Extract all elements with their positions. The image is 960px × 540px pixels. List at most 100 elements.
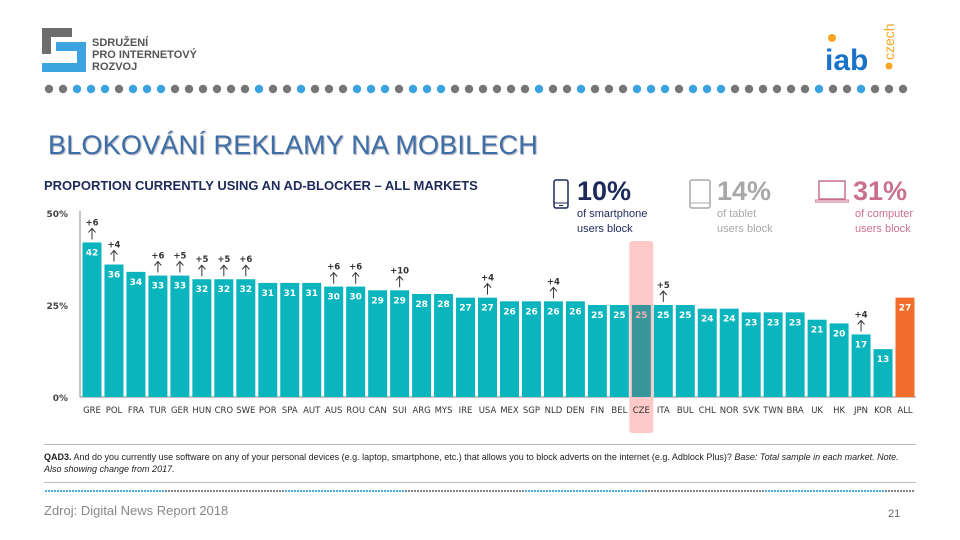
dot <box>62 489 66 493</box>
bar-hun <box>192 279 212 397</box>
dot <box>786 84 796 94</box>
dot <box>77 489 81 493</box>
dot <box>604 84 614 94</box>
dot <box>533 489 537 493</box>
dot <box>689 489 693 493</box>
data-label: 21 <box>811 326 824 336</box>
dot <box>191 489 195 493</box>
bar-uk <box>807 319 827 397</box>
dot <box>520 84 530 94</box>
bar-fra <box>126 271 146 397</box>
bar-bra <box>785 312 805 397</box>
data-label: 28 <box>437 300 450 310</box>
data-label: 29 <box>393 296 406 306</box>
dot <box>773 489 777 493</box>
dot <box>572 489 576 493</box>
dot <box>53 489 57 493</box>
x-tick-label: POL <box>106 406 123 416</box>
bar-cro <box>214 279 234 397</box>
dot <box>653 489 657 493</box>
dot <box>98 489 102 493</box>
dot <box>898 84 908 94</box>
dot <box>683 489 687 493</box>
bar-bul <box>675 305 695 397</box>
bar-fin <box>587 305 607 397</box>
dot <box>662 489 666 493</box>
dot <box>743 489 747 493</box>
dot <box>416 489 420 493</box>
dot <box>485 489 489 493</box>
data-label: 33 <box>152 282 165 292</box>
laptop-icon <box>815 180 849 203</box>
dot <box>542 489 546 493</box>
dot <box>824 489 828 493</box>
dot <box>581 489 585 493</box>
dot <box>500 489 504 493</box>
data-label: 13 <box>877 355 890 365</box>
dot <box>257 489 261 493</box>
x-tick-label: DEN <box>566 406 584 416</box>
dot <box>197 489 201 493</box>
data-label: 32 <box>218 285 231 295</box>
change-label: +4 <box>547 277 560 287</box>
dot <box>848 489 852 493</box>
dot <box>240 84 250 94</box>
dot <box>464 489 468 493</box>
source-text: Zdroj: Digital News Report 2018 <box>44 503 229 518</box>
dot <box>688 84 698 94</box>
dot <box>275 489 279 493</box>
up-arrow-icon <box>395 275 404 288</box>
dot <box>671 489 675 493</box>
stat-label: of smartphone users block <box>577 208 648 235</box>
dot <box>476 489 480 493</box>
dot <box>578 489 582 493</box>
dot <box>908 489 912 493</box>
data-label: 25 <box>613 311 626 321</box>
dot <box>377 489 381 493</box>
dot <box>122 489 126 493</box>
dot <box>282 84 292 94</box>
bar-ire <box>456 297 476 397</box>
dot <box>478 84 488 94</box>
dot <box>674 489 678 493</box>
dot <box>65 489 69 493</box>
dot <box>704 489 708 493</box>
dot <box>380 84 390 94</box>
x-tick-label: KOR <box>874 406 892 416</box>
bar-chl <box>697 308 717 397</box>
dot <box>815 489 819 493</box>
dot <box>268 84 278 94</box>
dot <box>644 489 648 493</box>
dot <box>791 489 795 493</box>
dot <box>149 489 153 493</box>
x-tick-label: HK <box>833 406 845 416</box>
x-tick-label: SPA <box>282 406 298 416</box>
tablet-icon <box>689 179 711 209</box>
dot <box>605 489 609 493</box>
dot <box>203 489 207 493</box>
dot <box>71 489 75 493</box>
dot <box>209 489 213 493</box>
data-label: 36 <box>108 271 121 281</box>
dot <box>617 489 621 493</box>
dot <box>408 84 418 94</box>
change-label: +10 <box>390 266 409 276</box>
dot <box>140 489 144 493</box>
dot <box>155 489 159 493</box>
dot <box>857 489 861 493</box>
dot <box>569 489 573 493</box>
dot <box>392 489 396 493</box>
dot <box>431 489 435 493</box>
bar-rou <box>346 286 366 397</box>
dot <box>224 489 228 493</box>
dot <box>740 489 744 493</box>
dot <box>80 489 84 493</box>
up-arrow-icon <box>110 249 118 262</box>
dot <box>758 84 768 94</box>
bar-usa <box>478 297 498 397</box>
bar-den <box>565 301 585 397</box>
divider <box>44 482 916 483</box>
x-tick-label: MEX <box>500 406 519 416</box>
dot <box>506 84 516 94</box>
dot <box>326 489 330 493</box>
